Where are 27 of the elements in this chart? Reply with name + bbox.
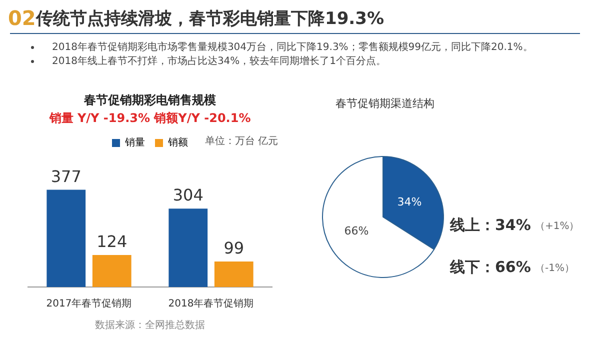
text: （-1%） — [535, 262, 574, 275]
data-label: 124 — [96, 232, 128, 252]
x-tick-label: 2017年春节促销期 — [46, 298, 132, 310]
data-label: 66% — [344, 224, 369, 238]
text: 2018年线上春节不打烊，市场占比达34%，较去年同期增长了1个百分点。 — [52, 54, 386, 68]
chart-title: 春节促销期彩电销售规模 — [83, 92, 217, 109]
slice-label: 线下：66% — [450, 258, 531, 277]
chart-title: 春节促销期渠道结构 — [334, 96, 436, 111]
text: （+1%） — [535, 220, 580, 233]
data-label: 304 — [172, 186, 204, 205]
text: 02 — [8, 6, 36, 30]
bar — [92, 255, 132, 287]
source-note: 数据来源：全网推总数据 — [95, 318, 205, 332]
data-label: 377 — [50, 166, 82, 186]
chart-subtitle: 销量 Y/Y -19.3% 销额Y/Y -20.1% — [48, 110, 252, 127]
slice-label: 线上：34% — [450, 216, 531, 235]
bar — [46, 190, 86, 287]
bar — [214, 261, 254, 287]
data-label: 34% — [397, 195, 422, 208]
text: 单位：万台 亿元 — [205, 134, 278, 148]
x-tick-label: 2018年春节促销期 — [168, 298, 254, 310]
legend-label: 销额 — [167, 136, 188, 149]
data-label: 99 — [224, 238, 244, 258]
bar — [168, 208, 208, 287]
text: 2018年春节促销期彩电市场零售量规模304万台，同比下降19.3%；零售额规模99亿元，同比下降20.1%。 — [52, 40, 533, 54]
text: 传统节点持续滑坡，春节彩电销量下降19.3% — [36, 8, 384, 30]
legend-label: 销量 — [124, 138, 145, 149]
